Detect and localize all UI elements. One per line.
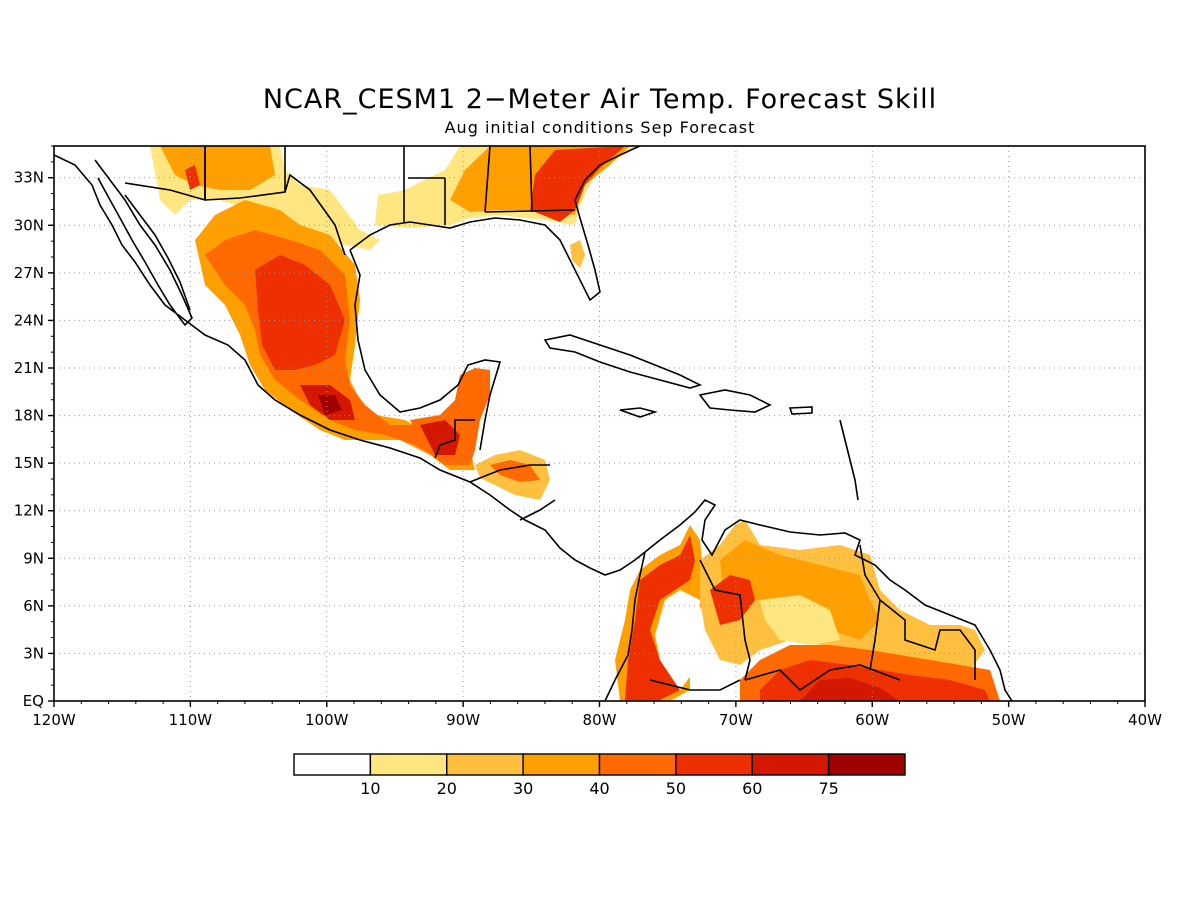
- colorbar-swatch: [369, 753, 448, 776]
- lon-tick-label: 40W: [1128, 711, 1162, 729]
- skill-region-venezuela-hot: [710, 575, 755, 625]
- map-title: NCAR_CESM1 2−Meter Air Temp. Forecast Sk…: [262, 84, 938, 115]
- skill-region-venezuela-mid: [720, 540, 880, 640]
- coastlines: [54, 146, 1013, 701]
- lon-tick-label: 50W: [992, 711, 1026, 729]
- colorbar-label: 30: [513, 779, 533, 798]
- skill-region-venezuela-light: [760, 595, 840, 645]
- lat-tick-label: 18N: [14, 407, 44, 425]
- skill-region-florida: [570, 240, 585, 268]
- lat-tick-label: 33N: [14, 169, 44, 187]
- skill-region-colombia-gap: [655, 590, 700, 690]
- lat-tick-label: 30N: [14, 216, 44, 234]
- colorbar-swatch: [293, 753, 372, 776]
- lat-tick-label: 15N: [14, 454, 44, 472]
- colorbar-swatch: [522, 753, 601, 776]
- latitude-ticks: EQ 3N 6N 9N 12N 15N 18N 21N 24N 27N 30N 33N: [14, 145, 54, 710]
- lat-tick-label: EQ: [23, 692, 44, 710]
- skill-region-colombia-west-hot: [625, 535, 695, 700]
- colorbar-swatch: [598, 753, 677, 776]
- lon-tick-label: 60W: [855, 711, 889, 729]
- longitude-ticks: 120W 110W 100W 90W 80W 70W 60W 50W 40W: [32, 701, 1162, 729]
- lat-tick-label: 12N: [14, 502, 44, 520]
- lon-tick-label: 100W: [305, 711, 349, 729]
- lat-lon-gridlines: [54, 146, 1145, 701]
- skill-region-yucatan-hot: [420, 420, 460, 455]
- colorbar-label: 10: [360, 779, 380, 798]
- lon-tick-label: 120W: [32, 711, 76, 729]
- colorbar-label: 60: [742, 779, 762, 798]
- lon-tick-label: 80W: [583, 711, 617, 729]
- colorbar-swatch: [446, 753, 524, 776]
- colorbar-label: 20: [437, 779, 457, 798]
- colorbar-swatch: [675, 753, 753, 776]
- lat-tick-label: 9N: [23, 549, 44, 567]
- skill-region-amazon-peak: [800, 678, 900, 701]
- map-subtitle: Aug initial conditions Sep Forecast: [444, 118, 756, 137]
- lon-tick-label: 110W: [169, 711, 213, 729]
- colorbar: 10 20 30 40 50 60 75: [293, 753, 906, 798]
- colorbar-swatch: [827, 753, 906, 776]
- skill-shading: [150, 146, 1000, 701]
- lat-tick-label: 6N: [23, 597, 44, 615]
- colorbar-label: 40: [589, 779, 609, 798]
- colorbar-swatch: [751, 753, 830, 776]
- colorbar-label: 50: [666, 779, 686, 798]
- skill-region-south-mexico-peak: [318, 395, 342, 415]
- skill-region-mexico-hot: [255, 255, 345, 370]
- lon-tick-label: 90W: [446, 711, 480, 729]
- colorbar-label: 75: [818, 779, 838, 798]
- lon-tick-label: 70W: [719, 711, 753, 729]
- lat-tick-label: 24N: [14, 311, 44, 329]
- lat-tick-label: 3N: [23, 644, 44, 662]
- skill-region-sw-us-hot: [185, 165, 200, 190]
- country-borders: [124, 146, 976, 692]
- lat-tick-label: 21N: [14, 359, 44, 377]
- lat-tick-label: 27N: [14, 264, 44, 282]
